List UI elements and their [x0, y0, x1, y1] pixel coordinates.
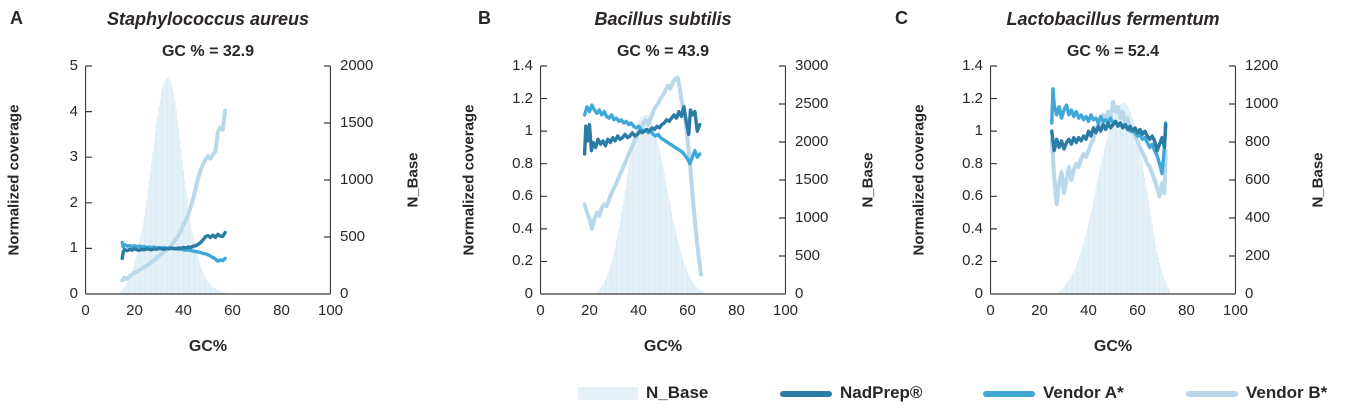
- legend-label: N_Base: [646, 383, 709, 402]
- plot-area: [990, 65, 1236, 295]
- y-left-tick-label: 5: [69, 57, 78, 74]
- gc-percent-subtitle: GC % = 43.9: [616, 43, 710, 60]
- legend-label: NadPrep®: [840, 383, 923, 402]
- y-left-tick-label: 0: [69, 285, 78, 302]
- y-right-tick-label: 2000: [340, 57, 374, 74]
- panel-b: B Bacillus subtilis GC % = 43.9 Normaliz…: [455, 0, 915, 375]
- x-axis-label: GC%: [643, 338, 683, 355]
- y-left-tick-label: 0.8: [512, 154, 533, 172]
- y-right-tick-label: 3000: [795, 57, 829, 74]
- y-left-tick-label: 0.2: [962, 252, 983, 270]
- panel-letter: A: [10, 8, 23, 28]
- x-tick-label: 60: [224, 302, 241, 319]
- y-left-tick-label: 0.8: [962, 154, 983, 172]
- y-right-tick-label: 0: [340, 285, 349, 302]
- y-right-tick-label: 1500: [340, 114, 374, 131]
- x-tick-label: 0: [536, 302, 545, 319]
- y-right-tick-label: 1000: [340, 171, 374, 188]
- y-left-axis-label: Normalized coverage: [910, 104, 928, 256]
- x-tick-label: 80: [728, 302, 745, 319]
- legend-label: Vendor A*: [1043, 383, 1124, 402]
- y-right-axis-label: N_Base: [1309, 152, 1327, 208]
- legend-item-nbase: N_Base: [578, 383, 708, 403]
- y-right-tick-label: 800: [1245, 133, 1271, 150]
- nadprep-swatch: [780, 390, 832, 397]
- y-left-tick-label: 1.4: [512, 57, 533, 74]
- y-left-tick-label: 0.6: [512, 187, 533, 205]
- x-tick-label: 20: [1031, 302, 1048, 319]
- panel-title: Lactobacillus fermentum: [1006, 9, 1220, 29]
- y-right-tick-label: 1000: [1245, 95, 1279, 112]
- x-tick-label: 60: [679, 302, 696, 319]
- y-left-axis-label: Normalized coverage: [460, 104, 478, 256]
- x-axis-label: GC%: [1093, 338, 1133, 355]
- y-left-tick-label: 1: [974, 122, 983, 140]
- legend-label: Vendor B*: [1246, 383, 1328, 402]
- y-right-tick-label: 1500: [795, 171, 829, 188]
- panel-c: C Lactobacillus fermentum GC % = 52.4 No…: [895, 0, 1365, 375]
- y-left-axis-label: Normalized coverage: [5, 104, 23, 256]
- x-tick-label: 20: [581, 302, 598, 319]
- y-left-tick-label: 1: [69, 239, 78, 257]
- x-tick-label: 80: [1178, 302, 1195, 319]
- gc-percent-subtitle: GC % = 52.4: [1066, 43, 1160, 60]
- legend: N_Base NadPrep® Vendor A* Vendor B*: [0, 383, 1369, 407]
- legend-item-nadprep: NadPrep®: [780, 383, 922, 403]
- y-right-tick-label: 2500: [795, 95, 829, 112]
- y-left-tick-label: 0.6: [962, 187, 983, 205]
- gc-percent-subtitle: GC % = 32.9: [161, 43, 255, 60]
- x-tick-label: 40: [175, 302, 192, 319]
- panel-a: A Staphylococcus aureus GC % = 32.9 Norm…: [0, 0, 460, 375]
- y-left-tick-label: 3: [69, 148, 78, 166]
- y-left-tick-label: 1.2: [962, 89, 983, 107]
- y-right-axis-label: N_Base: [404, 152, 422, 208]
- x-tick-label: 40: [630, 302, 647, 319]
- y-left-tick-label: 1.4: [962, 57, 983, 74]
- y-left-tick-label: 0.4: [962, 219, 983, 237]
- y-left-tick-label: 4: [69, 102, 78, 120]
- x-tick-label: 20: [126, 302, 143, 319]
- legend-item-vendor-b: Vendor B*: [1186, 383, 1327, 403]
- nbase-swatch: [578, 387, 638, 400]
- y-right-tick-label: 2000: [795, 133, 829, 150]
- x-tick-label: 0: [81, 302, 90, 319]
- y-right-tick-label: 200: [1245, 247, 1271, 264]
- x-tick-label: 100: [772, 302, 799, 319]
- plot-area: [85, 65, 331, 295]
- y-right-tick-label: 0: [795, 285, 804, 302]
- x-tick-label: 40: [1080, 302, 1097, 319]
- y-left-tick-label: 0: [974, 285, 983, 302]
- vendor-b-swatch: [1186, 390, 1238, 397]
- y-right-tick-label: 400: [1245, 209, 1271, 226]
- panel-title: Staphylococcus aureus: [106, 9, 310, 29]
- y-right-axis-label: N_Base: [859, 152, 877, 208]
- y-right-tick-label: 0: [1245, 285, 1254, 302]
- y-left-tick-label: 2: [69, 193, 78, 211]
- y-right-tick-label: 600: [1245, 171, 1271, 188]
- y-left-tick-label: 1.2: [512, 89, 533, 107]
- x-tick-label: 80: [273, 302, 290, 319]
- panel-letter: B: [478, 8, 491, 28]
- y-right-tick-label: 500: [795, 247, 821, 264]
- y-right-tick-label: 1200: [1245, 57, 1279, 74]
- y-left-tick-label: 1: [524, 122, 533, 140]
- y-right-tick-label: 500: [340, 228, 366, 245]
- y-left-tick-label: 0.4: [512, 219, 533, 237]
- plot-area: [540, 65, 786, 295]
- y-right-tick-label: 1000: [795, 209, 829, 226]
- y-left-tick-label: 0.2: [512, 252, 533, 270]
- x-tick-label: 100: [317, 302, 344, 319]
- x-tick-label: 100: [1222, 302, 1249, 319]
- x-tick-label: 0: [986, 302, 995, 319]
- x-tick-label: 60: [1129, 302, 1146, 319]
- legend-item-vendor-a: Vendor A*: [983, 383, 1124, 403]
- x-axis-label: GC%: [188, 338, 228, 355]
- y-left-tick-label: 0: [524, 285, 533, 302]
- vendor-a-swatch: [983, 390, 1035, 397]
- panel-title: Bacillus subtilis: [594, 9, 732, 29]
- panel-letter: C: [895, 8, 908, 28]
